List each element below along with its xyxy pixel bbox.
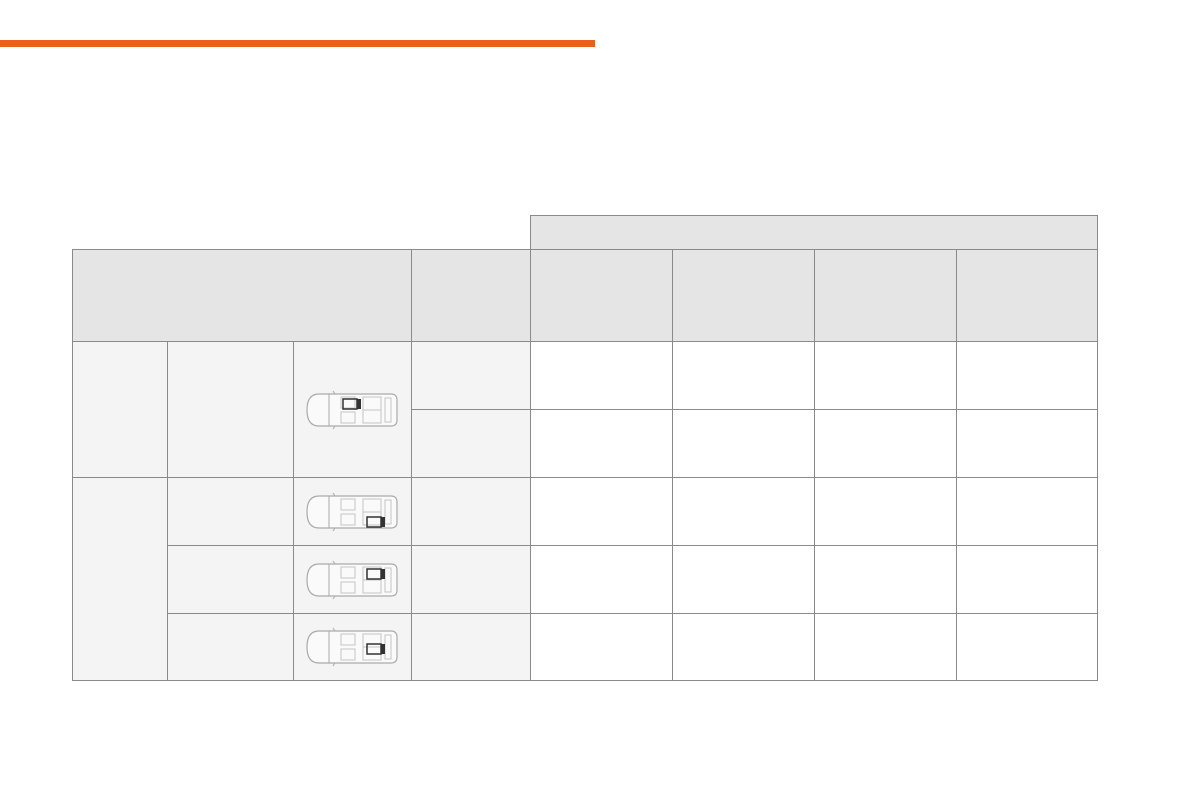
row-group-1-label (72, 341, 168, 478)
table-header-col-3 (672, 249, 815, 342)
table-cell (672, 477, 815, 546)
table-cell (530, 341, 673, 410)
section-accent-bar (0, 40, 595, 47)
table-cell (672, 341, 815, 410)
row-car (293, 477, 412, 546)
car-top-view-rear-centre-seat-icon (305, 627, 398, 667)
row-sub-label (411, 409, 531, 478)
row-sub-label (411, 477, 531, 546)
table-cell (530, 613, 673, 681)
table-cell (956, 341, 1098, 410)
row-group-1-seat-label (167, 341, 294, 478)
table-cell (956, 409, 1098, 478)
table-cell (814, 545, 957, 614)
table-cell (956, 613, 1098, 681)
row-seat-label (167, 477, 294, 546)
table-header-col-4 (814, 249, 957, 342)
table-header-col-5 (956, 249, 1098, 342)
table-cell (814, 341, 957, 410)
row-sub-label (411, 341, 531, 410)
table-cell (530, 545, 673, 614)
table-cell (956, 477, 1098, 546)
table-cell (814, 477, 957, 546)
car-top-view-rear-left-seat-icon (305, 492, 398, 531)
table-cell (530, 477, 673, 546)
table-cell (672, 409, 815, 478)
row-seat-label (167, 545, 294, 614)
table-header-col-2 (530, 249, 673, 342)
table-header-col-1 (411, 249, 531, 342)
row-car (293, 613, 412, 681)
table-header-position (72, 249, 412, 342)
table-group-header (530, 215, 1098, 250)
table-cell (956, 545, 1098, 614)
table-cell (672, 545, 815, 614)
car-top-view-rear-right-seat-icon (305, 560, 398, 599)
table-cell (672, 613, 815, 681)
row-seat-label (167, 613, 294, 681)
row-sub-label (411, 545, 531, 614)
table-cell (814, 613, 957, 681)
row-car (293, 545, 412, 614)
car-top-view-front-passenger-seat-icon (305, 390, 398, 429)
row-sub-label (411, 613, 531, 681)
row-group-2-label (72, 477, 168, 681)
row-group-1-car (293, 341, 412, 478)
table-cell (530, 409, 673, 478)
table-cell (814, 409, 957, 478)
